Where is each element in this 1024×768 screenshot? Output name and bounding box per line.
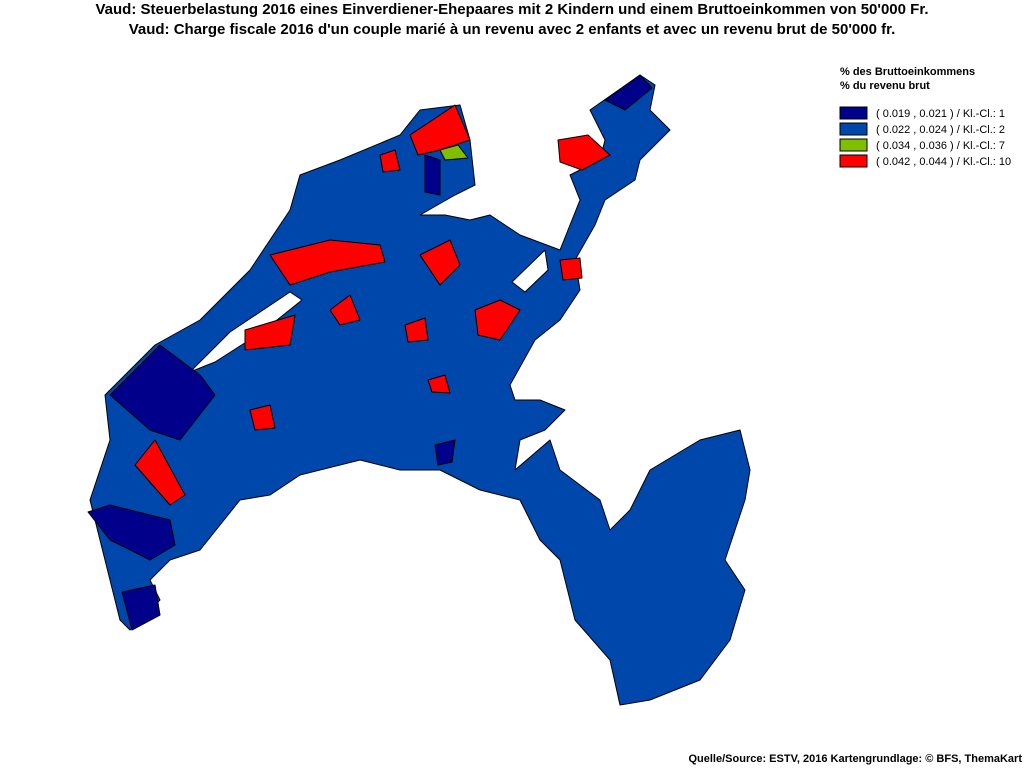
- legend-swatch: [839, 122, 868, 136]
- district: [409, 104, 471, 156]
- district: [404, 317, 429, 343]
- district: [424, 154, 441, 196]
- lake: [511, 249, 549, 293]
- title-fr: Vaud: Charge fiscale 2016 d'un couple ma…: [129, 21, 896, 38]
- district: [427, 374, 451, 394]
- district: [329, 294, 361, 326]
- legend: ( 0.019 , 0.021 ) / Kl.-Cl.: 1 ( 0.022 , …: [839, 106, 1011, 168]
- legend-swatch: [839, 106, 868, 120]
- district: [379, 149, 401, 173]
- district: [269, 239, 386, 286]
- district: [474, 299, 521, 341]
- legend-title-de: % des Bruttoeinkommens: [840, 66, 975, 78]
- legend-title-fr: % du revenu brut: [840, 80, 930, 92]
- legend-label: ( 0.034 , 0.036 ) / Kl.-Cl.: 7: [876, 140, 1005, 152]
- district: [109, 344, 216, 441]
- district: [559, 257, 583, 281]
- district: [249, 404, 276, 431]
- district: [439, 144, 469, 161]
- district: [604, 74, 653, 111]
- district: [134, 439, 186, 506]
- title-de: Vaud: Steuerbelastung 2016 eines Einverd…: [96, 1, 929, 18]
- legend-label: ( 0.019 , 0.021 ) / Kl.-Cl.: 1: [876, 108, 1005, 120]
- district: [87, 504, 176, 561]
- district: [434, 439, 456, 466]
- district: [419, 239, 461, 286]
- legend-swatch: [839, 154, 868, 168]
- district: [244, 314, 296, 351]
- canton-area: [89, 74, 751, 706]
- district: [557, 134, 611, 171]
- legend-label: ( 0.042 , 0.044 ) / Kl.-Cl.: 10: [876, 156, 1011, 168]
- map: [87, 74, 751, 706]
- district: [121, 584, 161, 631]
- source: Quelle/Source: ESTV, 2016 Kartengrundlag…: [688, 753, 1022, 765]
- legend-label: ( 0.022 , 0.024 ) / Kl.-Cl.: 2: [876, 124, 1005, 136]
- legend-swatch: [839, 138, 868, 152]
